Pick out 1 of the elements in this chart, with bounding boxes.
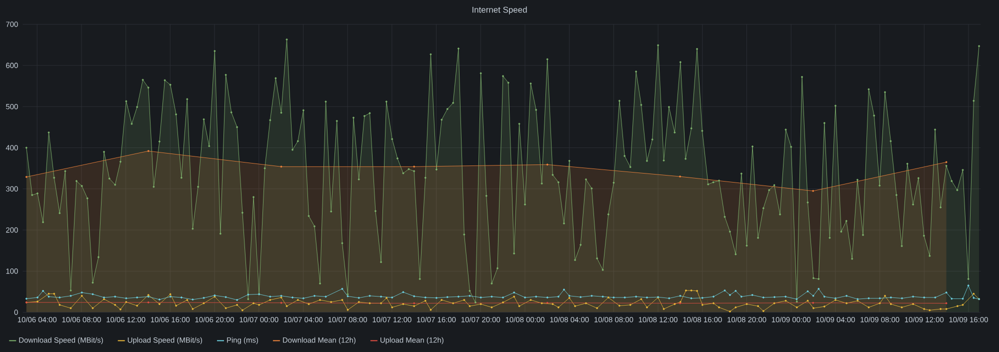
chart-title: Internet Speed (472, 6, 527, 14)
